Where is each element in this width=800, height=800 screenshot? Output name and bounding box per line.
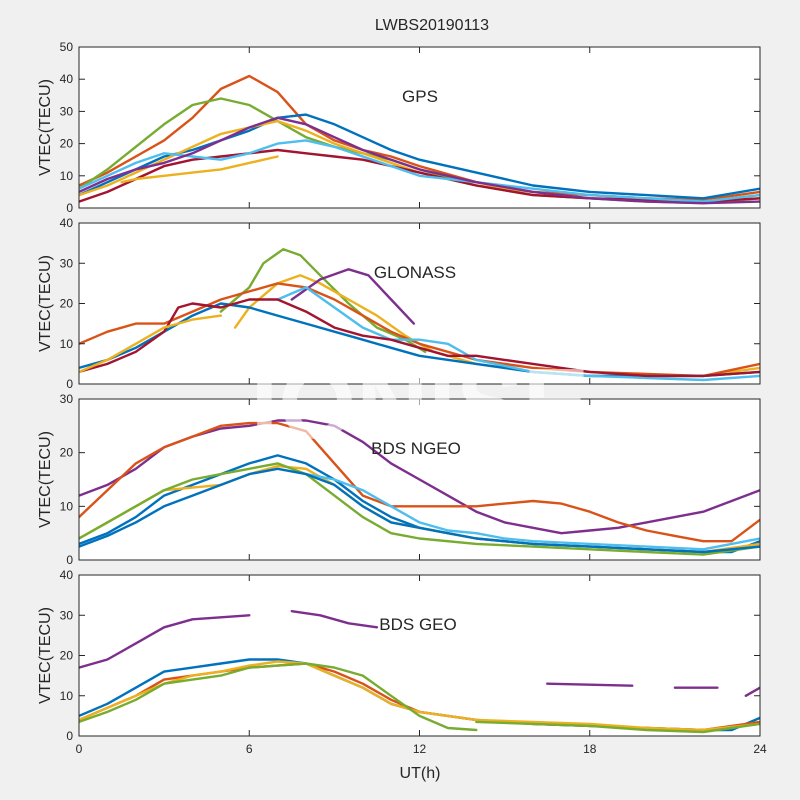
y-tick-label: 0 (66, 553, 73, 567)
x-tick-label: 0 (76, 742, 83, 756)
series-line-6 (79, 116, 760, 205)
y-axis-label: VTEC(TECU) (37, 255, 54, 352)
y-axis-label: VTEC(TECU) (37, 79, 54, 176)
x-tick-label: 24 (753, 742, 767, 756)
y-axis-label: VTEC(TECU) (37, 431, 54, 528)
panel-label: GPS (402, 87, 438, 106)
y-tick-label: 50 (60, 40, 74, 54)
series-line-6 (79, 298, 760, 378)
y-tick-label: 20 (60, 137, 74, 151)
series-line-1 (79, 421, 760, 543)
panels: 0 10 20 30 40 50 GPS VTEC(TECU) 0 10 20 30 40 GLONASS… (37, 40, 767, 756)
series-line-6 (79, 467, 760, 554)
series-line-7 (79, 314, 223, 374)
series-line-2 (290, 268, 415, 325)
y-tick-label: 30 (60, 608, 74, 622)
y-tick-label: 0 (66, 377, 73, 391)
y-tick-label: 10 (60, 337, 74, 351)
series-line-2 (79, 113, 760, 200)
panel-label: BDS GEO (379, 615, 456, 634)
series-line-8 (79, 662, 478, 732)
y-tick-label: 0 (66, 201, 73, 215)
series-line-2 (546, 682, 634, 687)
series-line-5 (79, 139, 760, 203)
y-axis-label: VTEC(TECU) (37, 607, 54, 704)
x-axis-label: UT(h) (400, 765, 441, 782)
series-group (79, 248, 760, 382)
y-tick-label: 20 (60, 297, 74, 311)
y-tick-label: 20 (60, 649, 74, 663)
y-tick-label: 30 (60, 392, 74, 406)
series-group (79, 74, 760, 205)
series-group (79, 610, 760, 734)
panel-label: GLONASS (374, 263, 456, 282)
series-line-0 (79, 614, 251, 669)
series-group (79, 419, 760, 556)
x-tick-label: 12 (413, 742, 427, 756)
panel-0: 0 10 20 30 40 50 GPS VTEC(TECU) (37, 40, 761, 215)
y-tick-label: 0 (66, 729, 73, 743)
x-tick-label: 6 (246, 742, 253, 756)
plot-area (79, 47, 760, 208)
series-line-1 (290, 610, 379, 629)
series-line-0 (219, 248, 427, 353)
y-tick-label: 40 (60, 72, 74, 86)
series-line-7 (120, 155, 279, 184)
panel-label: BDS NGEO (371, 439, 461, 458)
y-tick-label: 10 (60, 499, 74, 513)
chart-title: LWBS20190113 (375, 17, 489, 34)
y-tick-label: 40 (60, 568, 74, 582)
series-line-4 (744, 686, 760, 697)
y-tick-label: 40 (60, 216, 74, 230)
series-line-5 (304, 472, 760, 551)
y-tick-label: 10 (60, 169, 74, 183)
y-tick-label: 30 (60, 256, 74, 270)
panel-1: 0 10 20 30 40 GLONASS VTEC(TECU) (37, 216, 761, 391)
x-tick-label: 18 (583, 742, 597, 756)
series-line-9 (475, 720, 760, 734)
series-line-5 (276, 286, 760, 382)
panel-3: 0 10 20 30 40 0 6 12 18 24 BDS GEO VTEC(TECU) (37, 568, 767, 756)
watermark: IONISE (251, 348, 590, 460)
plot-area (79, 575, 760, 736)
y-tick-label: 10 (60, 689, 74, 703)
panel-2: 0 10 20 30 BDS NGEO VTEC(TECU) (37, 392, 761, 567)
y-tick-label: 20 (60, 446, 74, 460)
series-line-4 (79, 462, 760, 556)
y-tick-label: 30 (60, 104, 74, 118)
